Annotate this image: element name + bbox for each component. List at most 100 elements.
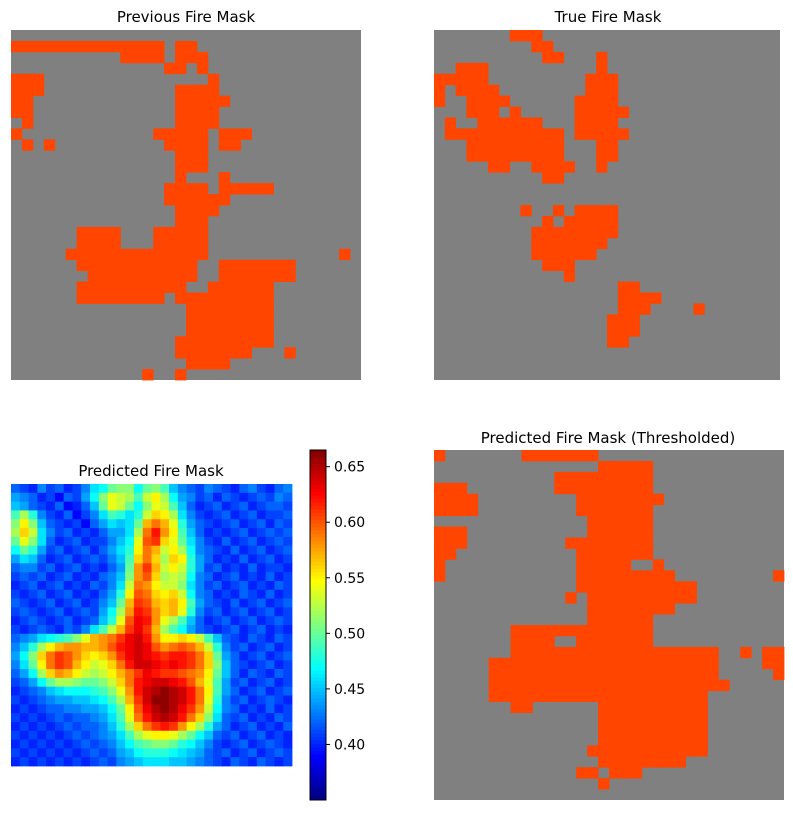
heatmap-cell [90, 633, 100, 644]
heatmap-cell [54, 713, 65, 723]
fire-cell [175, 106, 220, 118]
heatmap-cell [169, 748, 179, 758]
colorbar-gradient-step [310, 530, 326, 535]
heatmap-cell [72, 598, 82, 608]
heatmap-cell [204, 484, 214, 494]
heatmap-cell [186, 545, 196, 555]
heatmap-cell [221, 616, 231, 626]
heatmap-cell [125, 713, 135, 723]
heatmap-cell [204, 739, 214, 749]
heatmap-cell [248, 545, 258, 555]
heatmap-cell [151, 554, 161, 564]
heatmap-cell [160, 536, 170, 547]
heatmap-cell [230, 721, 240, 732]
heatmap-cell [11, 492, 21, 503]
heatmap-cell [265, 519, 275, 529]
heatmap-cell [63, 704, 73, 714]
heatmap-cell [248, 510, 258, 520]
fire-cell [598, 756, 686, 768]
fire-cell [542, 51, 565, 64]
heatmap-cell [125, 484, 135, 494]
fire-cell [576, 493, 665, 506]
heatmap-cell [46, 545, 56, 555]
heatmap-cell [230, 730, 240, 740]
heatmap-cell [133, 757, 144, 767]
heatmap-cell [212, 757, 223, 767]
heatmap-cell [265, 563, 275, 573]
heatmap-cell [19, 528, 29, 538]
colorbar-gradient-step [310, 513, 326, 517]
heatmap-cell [19, 660, 29, 670]
heatmap-cell [283, 572, 293, 582]
heatmap-cell [256, 607, 267, 617]
heatmap-cell [177, 695, 188, 705]
fire-cell [488, 668, 719, 681]
heatmap-cell [177, 757, 188, 767]
heatmap-cell [81, 572, 91, 582]
heatmap-cell [221, 704, 231, 714]
heatmap-cell [256, 536, 267, 547]
heatmap-cell [186, 607, 196, 617]
heatmap-cell [11, 598, 21, 608]
fire-cell [598, 712, 708, 724]
colorbar-gradient-step [310, 527, 326, 531]
heatmap-cell [72, 492, 82, 503]
heatmap-cell [90, 545, 100, 555]
heatmap-cell [265, 677, 275, 688]
heatmap-cell [212, 484, 223, 494]
heatmap-cell [230, 545, 240, 555]
heatmap-cell [98, 607, 108, 617]
heatmap-cell [37, 757, 47, 767]
heatmap-cell [19, 536, 29, 547]
heatmap-cell [19, 695, 29, 705]
colorbar-gradient-step [310, 481, 326, 486]
heatmap-cell [125, 554, 135, 564]
heatmap-cell [107, 572, 117, 582]
heatmap-cell [81, 589, 91, 599]
heatmap-cell [283, 484, 293, 494]
heatmap-cell [63, 686, 73, 696]
heatmap-cell [116, 589, 126, 599]
heatmap-cell [274, 642, 284, 652]
heatmap-cell [204, 651, 214, 661]
fire-cell [520, 205, 532, 217]
heatmap-cell [28, 492, 38, 503]
heatmap-cell [116, 510, 126, 520]
heatmap-cell [177, 536, 188, 547]
colorbar-gradient-step [310, 541, 326, 545]
heatmap-cell [160, 695, 170, 705]
heatmap-cell [283, 739, 293, 749]
heatmap-cell [274, 554, 284, 564]
heatmap-cell [107, 589, 117, 599]
fire-cell [434, 526, 468, 538]
colorbar-gradient-step [310, 488, 326, 493]
heatmap-cell [11, 625, 21, 635]
heatmap-cell [177, 519, 188, 529]
colorbar-gradient-step [310, 660, 326, 664]
heatmap-cell [142, 695, 152, 705]
colorbar-gradient-step [310, 740, 326, 745]
heatmap-cell [186, 642, 196, 652]
heatmap-cell [28, 730, 38, 740]
heatmap-cell [98, 669, 108, 679]
colorbar-gradient-step [310, 618, 326, 622]
heatmap-cell [90, 536, 100, 547]
heatmap-cell [90, 484, 100, 494]
heatmap-cell [116, 721, 126, 732]
heatmap-cell [133, 748, 144, 758]
heatmap-cell [256, 713, 267, 723]
heatmap-cell [274, 713, 284, 723]
colorbar-gradient-step [310, 667, 326, 671]
heatmap-cell [169, 598, 179, 608]
heatmap-cell [133, 563, 144, 573]
fire-cell [488, 690, 708, 702]
heatmap-cell [186, 677, 196, 688]
colorbar-gradient-step [310, 520, 326, 524]
heatmap-cell [125, 580, 135, 591]
fire-cell [186, 325, 274, 337]
heatmap-cell [274, 580, 284, 591]
heatmap-cell [265, 669, 275, 679]
heatmap-cell [98, 563, 108, 573]
heatmap-cell [63, 633, 73, 644]
heatmap-cell [54, 519, 65, 529]
